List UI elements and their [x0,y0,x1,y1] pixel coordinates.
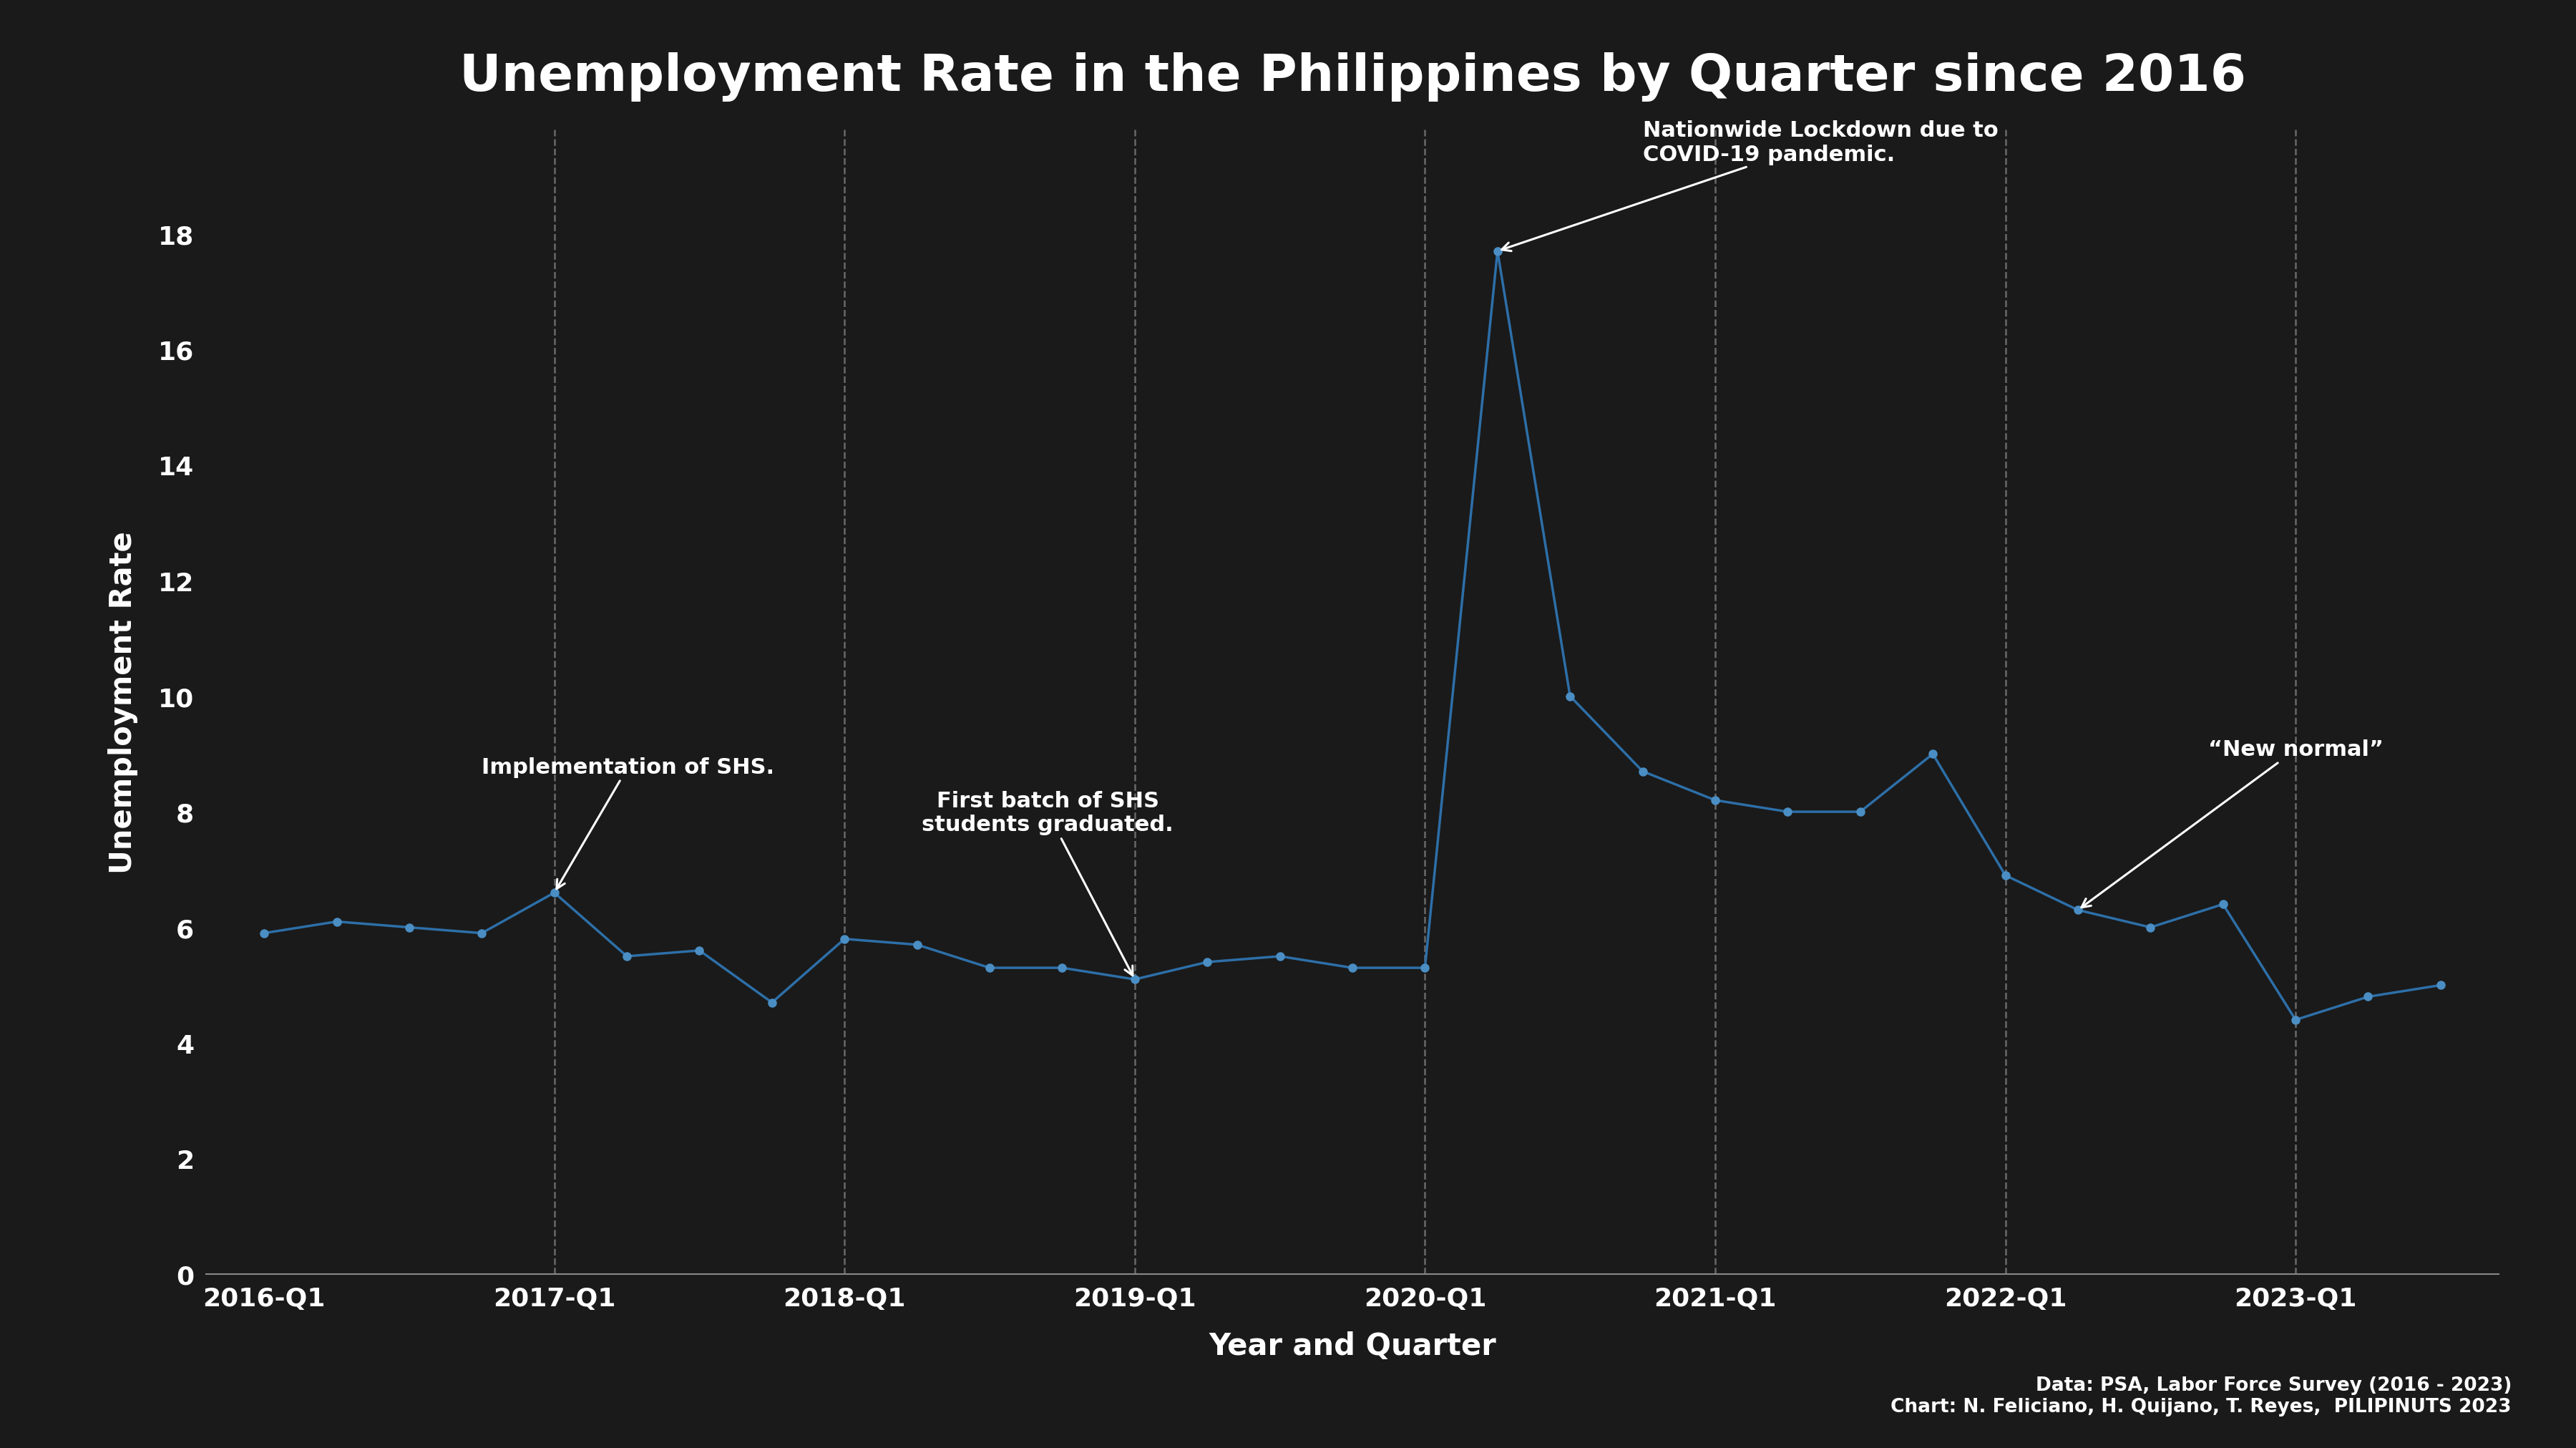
Text: Data: PSA, Labor Force Survey (2016 - 2023)
Chart: N. Feliciano, H. Quijano, T. : Data: PSA, Labor Force Survey (2016 - 20… [1891,1376,2512,1416]
X-axis label: Year and Quarter: Year and Quarter [1208,1331,1497,1361]
Text: Nationwide Lockdown due to
COVID-19 pandemic.: Nationwide Lockdown due to COVID-19 pand… [1502,120,1999,252]
Text: “New normal”: “New normal” [2081,740,2383,908]
Y-axis label: Unemployment Rate: Unemployment Rate [108,531,139,873]
Title: Unemployment Rate in the Philippines by Quarter since 2016: Unemployment Rate in the Philippines by … [459,52,2246,101]
Text: Implementation of SHS.: Implementation of SHS. [482,757,775,889]
Text: First batch of SHS
students graduated.: First batch of SHS students graduated. [922,791,1175,976]
